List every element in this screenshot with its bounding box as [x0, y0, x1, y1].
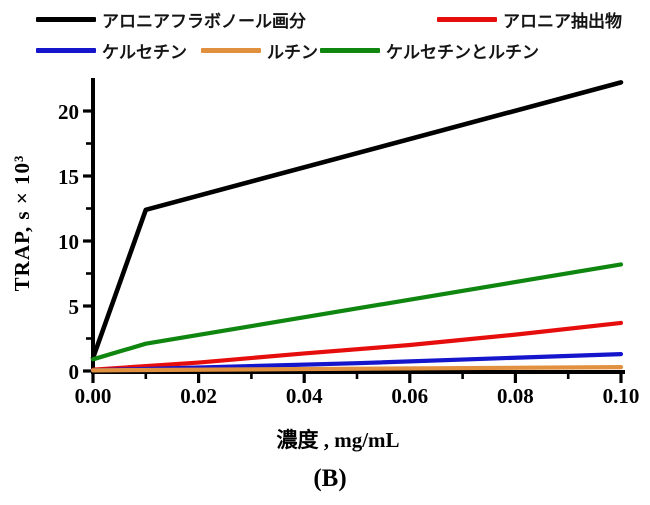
legend-item-label: アロニア抽出物: [503, 11, 622, 31]
legend-line-swatch-blue: [36, 47, 96, 53]
x-tick-label: 0.10: [603, 384, 640, 408]
y-tick-label: 10: [58, 230, 79, 254]
legend-line-swatch-black: [36, 16, 96, 22]
legend-item-label: アロニアフラボノール画分: [102, 11, 306, 31]
legend-item-label: ルチン: [267, 42, 318, 62]
x-tick-label: 0.04: [286, 384, 323, 408]
x-tick-label: 0.06: [391, 384, 428, 408]
legend-line-swatch-orange: [201, 47, 261, 53]
y-tick-label: 5: [69, 295, 80, 319]
y-tick-label: 0: [69, 360, 80, 384]
legend-item-label: ケルセチン: [102, 42, 187, 62]
legend-item-rutin: ルチン: [201, 39, 318, 62]
x-tick-label: 0.00: [75, 384, 112, 408]
y-tick-label: 20: [58, 100, 79, 124]
x-tick-label: 0.08: [497, 384, 534, 408]
legend-line-swatch-green: [320, 47, 380, 53]
x-axis-title: 濃度 , mg/mL: [276, 428, 400, 452]
y-tick-label: 15: [58, 165, 79, 189]
legend-item-aronia-flavonol-fraction: アロニアフラボノール画分: [36, 8, 306, 31]
legend-item-quercetin-and-rutin: ケルセチンとルチン: [320, 39, 539, 62]
series-line-3: [90, 365, 624, 373]
series-line-0: [90, 80, 624, 361]
series-line-4: [90, 262, 624, 362]
series-line-1: [90, 320, 624, 372]
panel-label: (B): [313, 465, 347, 492]
legend-item-aronia-extract: アロニア抽出物: [437, 8, 622, 31]
x-tick-label: 0.02: [180, 384, 217, 408]
legend-item-label: ケルセチンとルチン: [386, 42, 539, 62]
legend-line-swatch-red: [437, 16, 497, 22]
legend-item-quercetin: ケルセチン: [36, 39, 187, 62]
